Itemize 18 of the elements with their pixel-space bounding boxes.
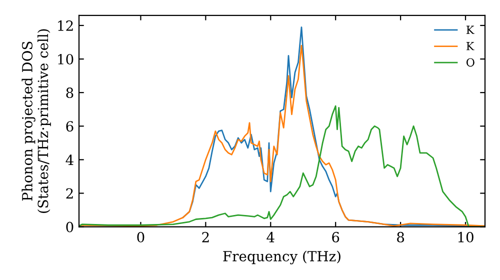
legend-label: K xyxy=(466,26,474,34)
x-tick-label: 4 xyxy=(266,232,274,242)
x-tick-label: 6 xyxy=(332,232,340,242)
y-axis-title: Phonon projected DOS (States/THz·primitive cell) xyxy=(22,29,51,213)
x-tick-label: 0 xyxy=(137,232,144,242)
y-tick-label: 6 xyxy=(66,121,74,132)
x-tick-label: 2 xyxy=(202,232,209,242)
x-axis-title: Frequency (THz) xyxy=(223,250,340,264)
y-tick-label: 2 xyxy=(66,188,73,199)
x-tick-label: 10 xyxy=(458,232,474,242)
x-tick-label: 8 xyxy=(397,232,404,242)
legend-label: O xyxy=(466,58,474,67)
y-tick-label: 8 xyxy=(66,88,74,98)
y-tick-label: 4 xyxy=(66,154,74,165)
y-tick-label: 10 xyxy=(58,54,74,64)
y-tick-label: 0 xyxy=(66,222,74,232)
legend-label: K xyxy=(466,42,474,50)
y-tick-label: 12 xyxy=(58,20,73,31)
